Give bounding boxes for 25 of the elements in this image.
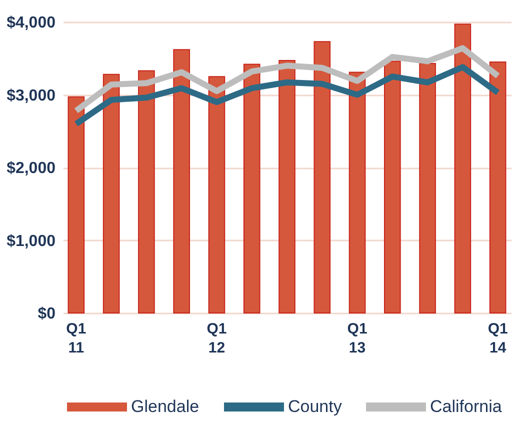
bar <box>314 41 331 314</box>
bar <box>208 76 226 314</box>
x-tick-label: Q1 11 <box>66 320 86 356</box>
legend-label: County <box>288 397 342 416</box>
y-tick-label: $2,000 <box>6 160 56 177</box>
y-tick-label: $4,000 <box>6 14 56 32</box>
bar <box>419 62 436 314</box>
bar <box>489 62 506 314</box>
legend-label: California <box>430 397 502 416</box>
bar <box>68 96 85 314</box>
x-tick-label: Q1 13 <box>347 320 368 356</box>
bar <box>278 60 296 314</box>
bar <box>384 60 401 314</box>
bar <box>173 49 190 314</box>
bar <box>348 72 366 314</box>
bar <box>454 24 472 314</box>
x-tick-label: Q1 12 <box>206 320 227 356</box>
x-tick-label: Q1 14 <box>488 320 508 356</box>
bar <box>138 70 155 314</box>
y-tick-label: $1,000 <box>6 232 56 250</box>
bar <box>102 74 120 314</box>
y-tick-label: $3,000 <box>6 87 56 104</box>
legend-label: Glendale <box>131 397 200 416</box>
bar <box>243 64 260 314</box>
y-tick-label: $0 <box>38 306 56 322</box>
